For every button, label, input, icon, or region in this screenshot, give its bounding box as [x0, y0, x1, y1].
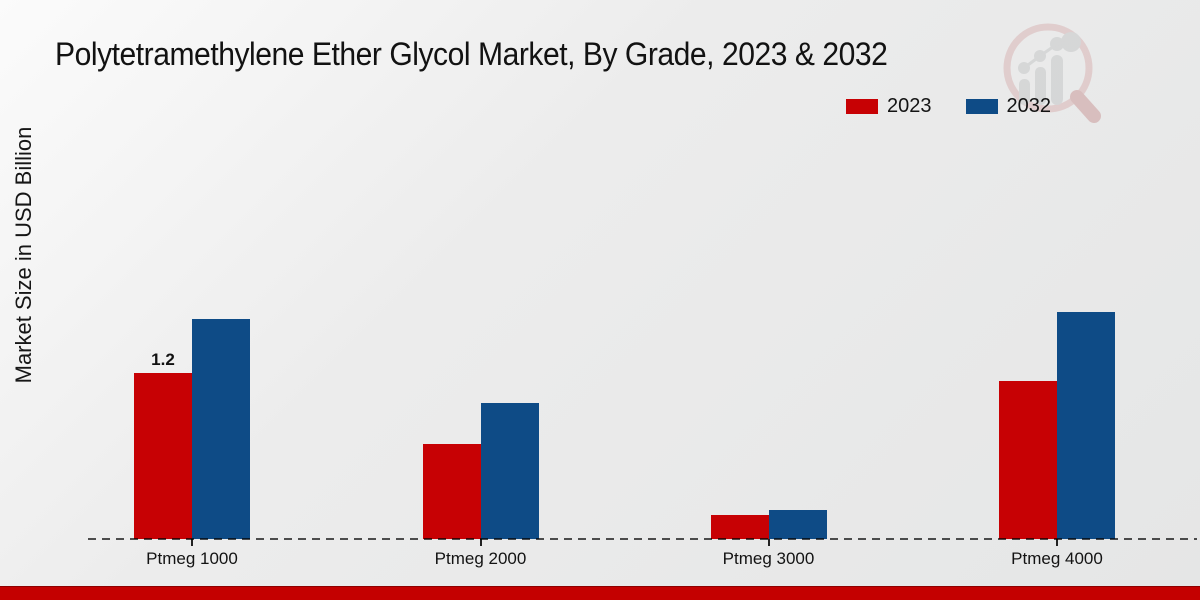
bar-2032-ptmeg-2000 [480, 403, 539, 539]
footer-accent-bar [0, 586, 1200, 600]
x-axis-category-label: Ptmeg 3000 [722, 549, 815, 568]
x-axis-tick [479, 539, 482, 546]
bar-2023-ptmeg-2000 [422, 444, 481, 539]
legend-item-2032: 2032 [965, 95, 1052, 118]
bar-2023-ptmeg-4000 [999, 381, 1057, 539]
magnifier-bar-chart-logo-icon [1003, 23, 1101, 123]
bar-2032-ptmeg-1000 [192, 319, 250, 539]
x-axis-tick [767, 539, 770, 546]
legend-item-2023: 2023 [846, 95, 932, 118]
legend-label-2023: 2023 [887, 95, 932, 117]
bar-2023-ptmeg-3000 [710, 515, 769, 539]
legend-label-2032: 2032 [1006, 95, 1052, 117]
chart-legend: 2023 2032 [846, 95, 1051, 118]
x-axis-tick [1056, 539, 1058, 546]
x-axis-category-label: Ptmeg 2000 [434, 549, 527, 568]
bar-value-label: 1.2 [151, 350, 175, 369]
chart-title: Polytetramethylene Ether Glycol Market, … [55, 36, 888, 72]
legend-swatch-2032 [965, 99, 998, 114]
bar-2032-ptmeg-3000 [768, 510, 827, 539]
bar-2032-ptmeg-4000 [1057, 312, 1115, 539]
x-axis-category-label: Ptmeg 4000 [1011, 549, 1103, 568]
y-axis-label: Market Size in USD Billion [11, 126, 36, 384]
x-axis-dashed-baseline [88, 538, 1197, 540]
bar-2023-ptmeg-1000 [134, 373, 192, 539]
legend-swatch-2023 [846, 99, 878, 114]
x-axis-category-label: Ptmeg 1000 [146, 549, 238, 568]
x-axis-tick [191, 539, 193, 546]
